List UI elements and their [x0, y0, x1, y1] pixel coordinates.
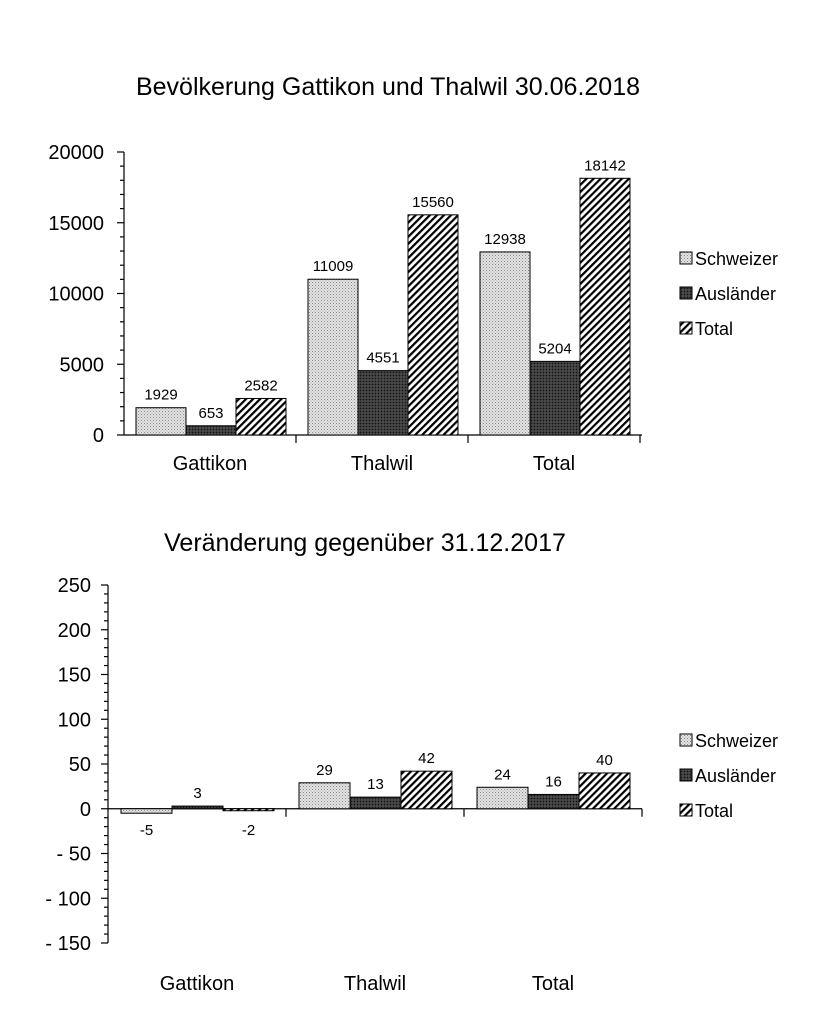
change-bar-total-thalwil — [400, 770, 453, 810]
population-data-label-schweizer-total: 12938 — [484, 231, 526, 248]
change-data-label-auslaender-thalwil: 13 — [367, 776, 384, 793]
change-chart-legend: Schweizer Ausländer Total — [679, 731, 778, 821]
population-bar-schweizer-thalwil — [307, 278, 359, 436]
change-y-tick-label: - 100 — [45, 888, 91, 910]
population-data-label-auslaender-thalwil: 4551 — [366, 350, 399, 367]
population-legend-label-total: Total — [695, 319, 733, 339]
population-chart-axes: 0 5000 10000 15000 20000 Gattikon Thalwil Total — [48, 142, 642, 475]
change-legend-swatch-total — [679, 803, 693, 817]
change-data-label-auslaender-total: 16 — [545, 773, 562, 790]
change-data-label-total-total: 40 — [596, 752, 613, 769]
change-y-tick-label: 250 — [58, 575, 91, 597]
change-y-tick-label: 200 — [58, 620, 91, 642]
population-legend-swatch-total — [679, 321, 693, 335]
population-bar-auslaender-total — [529, 360, 581, 436]
change-bar-auslaender-gattikon — [171, 805, 224, 810]
population-category-label-total: Total — [533, 453, 575, 475]
change-legend-swatch-auslaender — [679, 768, 693, 782]
population-chart-title: Bevölkerung Gattikon und Thalwil 30.06.2… — [136, 73, 640, 101]
change-chart: Veränderung gegenüber 31.12.2017 - 150- … — [45, 529, 778, 995]
population-data-label-schweizer-gattikon: 1929 — [144, 387, 177, 404]
population-y-tick-label: 0 — [93, 425, 104, 447]
change-data-label-schweizer-gattikon: -5 — [140, 822, 153, 839]
change-category-label-gattikon: Gattikon — [160, 973, 234, 995]
population-data-label-total-thalwil: 15560 — [412, 194, 454, 211]
population-chart: Bevölkerung Gattikon und Thalwil 30.06.2… — [48, 73, 778, 475]
population-category-label-gattikon: Gattikon — [173, 453, 247, 475]
change-chart-axes: - 150 - 100 - 50 0 50 100 150 200 250 Gattikon Tha… — [45, 575, 643, 995]
population-chart-bars — [135, 177, 631, 436]
population-data-label-total-total: 18142 — [584, 157, 626, 174]
population-bar-total-thalwil — [407, 214, 459, 436]
change-legend-swatch-schweizer — [679, 733, 693, 747]
population-bar-auslaender-thalwil — [357, 370, 409, 436]
population-legend-swatch-auslaender — [679, 286, 693, 300]
population-legend-swatch-schweizer — [679, 251, 693, 265]
change-y-tick-label: 100 — [58, 709, 91, 731]
change-bar-schweizer-thalwil — [298, 782, 351, 810]
change-chart-title: Veränderung gegenüber 31.12.2017 — [164, 529, 566, 557]
change-bar-schweizer-total — [476, 786, 529, 810]
change-y-tick-label: 0 — [80, 799, 91, 821]
change-bar-total-total — [578, 772, 631, 810]
population-y-tick-label: 5000 — [60, 354, 105, 376]
population-data-label-total-gattikon: 2582 — [244, 377, 277, 394]
change-legend-label-schweizer: Schweizer — [695, 731, 778, 751]
change-legend-label-auslaender: Ausländer — [695, 766, 776, 786]
population-legend-label-auslaender: Ausländer — [695, 284, 776, 304]
population-y-tick-label: 20000 — [48, 142, 104, 164]
change-legend-label-total: Total — [695, 801, 733, 821]
population-bar-schweizer-total — [479, 251, 531, 436]
population-bar-auslaender-gattikon — [185, 425, 237, 436]
change-bar-total-gattikon — [222, 808, 275, 812]
change-bar-auslaender-thalwil — [349, 796, 402, 810]
population-bar-total-gattikon — [235, 397, 287, 436]
change-y-tick-label: 50 — [69, 754, 91, 776]
change-y-tick-label: 150 — [58, 665, 91, 687]
change-category-label-total: Total — [532, 973, 574, 995]
population-bar-total-total — [579, 177, 631, 436]
change-y-tick-label: - 50 — [57, 844, 91, 866]
change-bar-schweizer-gattikon — [120, 808, 173, 814]
change-chart-data-labels: -5 29 24 3 13 16 -2 42 40 — [140, 750, 613, 839]
change-data-label-total-thalwil: 42 — [418, 750, 435, 767]
change-chart-bars — [120, 770, 631, 814]
population-bar-schweizer-gattikon — [135, 407, 187, 436]
change-category-label-thalwil: Thalwil — [344, 973, 406, 995]
population-y-tick-label: 15000 — [48, 213, 104, 235]
change-data-label-total-gattikon: -2 — [242, 822, 255, 839]
change-data-label-schweizer-thalwil: 29 — [316, 762, 333, 779]
population-chart-legend: Schweizer Ausländer Total — [679, 249, 778, 339]
change-bar-auslaender-total — [527, 793, 580, 810]
population-data-label-auslaender-gattikon: 653 — [198, 405, 223, 422]
change-data-label-schweizer-total: 24 — [494, 766, 511, 783]
population-chart-data-labels: 1929 11009 12938 653 4551 5204 2582 15560 18142 — [144, 157, 626, 421]
change-data-label-auslaender-gattikon: 3 — [193, 785, 201, 802]
population-legend-label-schweizer: Schweizer — [695, 249, 778, 269]
population-category-label-thalwil: Thalwil — [351, 453, 413, 475]
population-y-tick-label: 10000 — [48, 284, 104, 306]
change-y-tick-label: - 150 — [45, 933, 91, 955]
population-data-label-auslaender-total: 5204 — [538, 340, 571, 357]
population-data-label-schweizer-thalwil: 11009 — [313, 258, 354, 275]
